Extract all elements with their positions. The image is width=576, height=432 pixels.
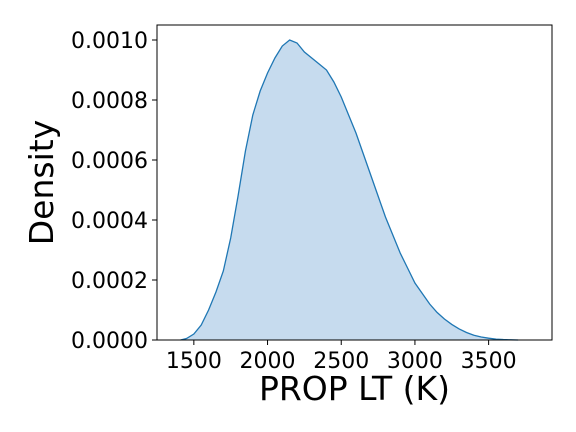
y-tick-label: 0.0002	[71, 269, 148, 294]
y-tick-label: 0.0008	[71, 89, 148, 114]
y-tick-label: 0.0004	[71, 209, 148, 234]
y-tick-label: 0.0000	[71, 329, 148, 354]
x-tick-label: 2000	[240, 349, 296, 374]
x-tick-label: 3000	[387, 349, 443, 374]
y-axis-ticks: 0.0000 0.0002 0.0004 0.0006 0.0008 0.0010	[71, 29, 157, 354]
x-axis-label: PROP LT (K)	[259, 369, 450, 408]
plot-frame	[156, 24, 553, 341]
x-tick-label: 3500	[461, 349, 517, 374]
x-axis-ticks: 1500 2000 2500 3000 3500	[166, 340, 517, 374]
y-axis-label: Density	[22, 120, 61, 245]
x-tick-label: 2500	[313, 349, 369, 374]
y-tick-label: 0.0010	[71, 29, 148, 54]
x-tick-label: 1500	[166, 349, 222, 374]
density-curve-line	[180, 39, 519, 341]
density-area-fill	[180, 40, 519, 340]
y-tick-label: 0.0006	[71, 149, 148, 174]
density-area-layer	[180, 39, 519, 341]
